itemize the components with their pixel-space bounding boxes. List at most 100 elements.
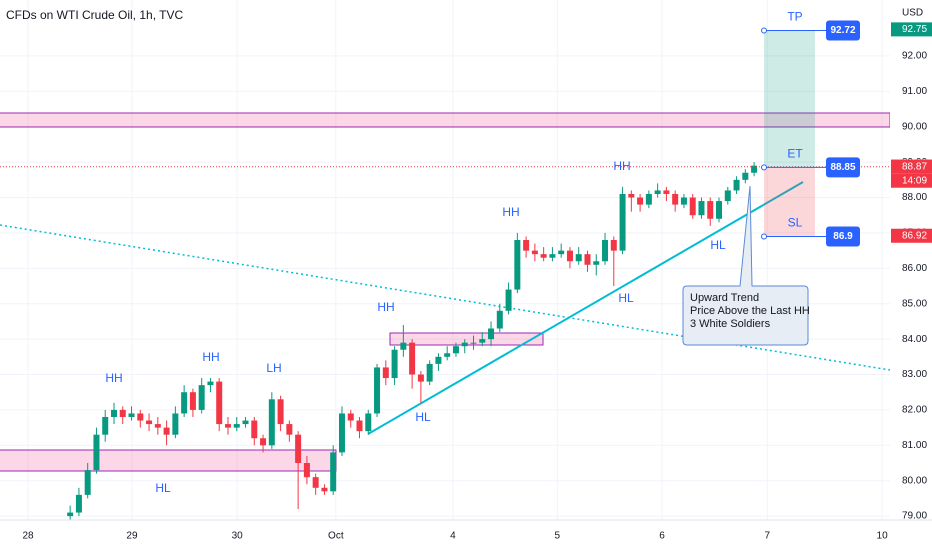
- y-tick-label: 92.00: [902, 51, 927, 62]
- candle-body: [295, 434, 302, 464]
- candle-body: [312, 477, 319, 488]
- candle-body: [163, 427, 170, 435]
- y-tick-label: 83.00: [902, 369, 927, 380]
- candle-body: [181, 392, 188, 414]
- y-tick-label: 79.00: [902, 511, 927, 522]
- candle-body: [93, 434, 100, 471]
- position-handle: [761, 233, 767, 240]
- x-tick-label: 6: [659, 531, 665, 542]
- candle-body: [523, 240, 530, 251]
- candle-body: [207, 381, 214, 386]
- annotation: HH: [377, 300, 394, 314]
- note-line: 3 White Soldiers: [690, 318, 771, 330]
- position-handle: [761, 27, 767, 34]
- position-value-box: [826, 226, 860, 247]
- candle-body: [733, 179, 740, 191]
- countdown-tag: [891, 173, 932, 188]
- candle-body: [742, 172, 749, 180]
- price-tag: [891, 228, 932, 243]
- annotation: HH: [502, 205, 519, 219]
- candle-body: [268, 399, 275, 446]
- candle-body: [251, 420, 258, 439]
- y-tick-label: 81.00: [902, 440, 927, 451]
- price-tag: [891, 159, 932, 174]
- candle-body: [698, 201, 705, 216]
- y-tick-label: 84.00: [902, 334, 927, 345]
- x-tick-label: 5: [554, 531, 560, 542]
- annotation: HH: [105, 371, 122, 385]
- candle-body: [716, 201, 723, 219]
- dotted-trend-line: [0, 224, 891, 371]
- profit-zone: [764, 30, 815, 168]
- candle-body: [189, 392, 196, 410]
- annotation: LH: [266, 361, 281, 375]
- candle-body: [558, 250, 565, 255]
- candle-body: [146, 420, 153, 425]
- candle-body: [628, 193, 635, 198]
- x-tick-label: 7: [764, 531, 770, 542]
- price-tag: [891, 22, 932, 37]
- candle-body: [330, 452, 337, 492]
- x-tick-label: 30: [232, 531, 244, 542]
- candle-body: [84, 470, 91, 495]
- candle-body: [496, 310, 503, 329]
- candle-body: [303, 463, 310, 478]
- price-tag-label: 86.92: [902, 230, 927, 241]
- overlay: TP 92.72 ET 88.85 SL 86.9 HH HL HH LH HH HL HH HL HH HL…: [0, 10, 890, 495]
- candle-body: [610, 240, 617, 251]
- candle-body: [514, 240, 521, 290]
- currency-label: USD: [902, 8, 923, 19]
- position-label: ET: [787, 147, 803, 161]
- candle-body: [119, 409, 126, 417]
- y-tick-label: 80.00: [902, 475, 927, 486]
- candle-body: [374, 367, 381, 414]
- chart-title: CFDs on WTI Crude Oil, 1h, TVC: [6, 8, 183, 22]
- annotation: HL: [618, 291, 634, 305]
- grid: [0, 0, 890, 520]
- x-tick-label: Oct: [328, 531, 344, 542]
- candle-body: [689, 197, 696, 216]
- candle-body: [216, 381, 223, 425]
- candle-body: [277, 399, 284, 425]
- y-tick-label: 90.00: [902, 121, 927, 132]
- candle-body: [751, 165, 758, 173]
- zone: [0, 112, 891, 128]
- x-tick-label: 10: [877, 531, 889, 542]
- position-label: SL: [788, 216, 803, 230]
- candle-body: [198, 385, 205, 410]
- candle-body: [382, 367, 389, 379]
- candle-body: [338, 413, 345, 453]
- candle-body: [356, 420, 363, 432]
- annotation: HH: [202, 350, 219, 364]
- candle-body: [654, 190, 661, 194]
- candle-body: [593, 261, 600, 265]
- candle-body: [391, 349, 398, 379]
- note-line: Upward Trend: [690, 292, 759, 304]
- x-tick-label: 4: [450, 531, 456, 542]
- x-tick-label: 29: [126, 531, 138, 542]
- candle-body: [566, 250, 573, 262]
- y-tick-label: 85.00: [902, 298, 927, 309]
- annotation: HL: [415, 410, 431, 424]
- position-label: TP: [787, 10, 802, 24]
- candle-body: [479, 339, 486, 343]
- y-tick-label: 86.00: [902, 263, 927, 274]
- candle-body: [128, 413, 135, 417]
- candle-body: [707, 201, 714, 219]
- position-value: 86.9: [833, 231, 853, 242]
- candle-body: [154, 424, 161, 428]
- candle-body: [409, 342, 416, 375]
- candle-body: [321, 487, 328, 492]
- price-axis: [890, 0, 932, 550]
- candle-body: [242, 420, 249, 425]
- candle-body: [444, 353, 451, 357]
- candle-body: [172, 413, 179, 435]
- candle-body: [672, 193, 679, 205]
- y-tick-label: 88.00: [902, 192, 927, 203]
- candle-body: [67, 512, 74, 517]
- note-line: Price Above the Last HH: [690, 305, 810, 317]
- candle-body: [461, 342, 468, 347]
- y-tick-label: 82.00: [902, 405, 927, 416]
- candle-body: [584, 254, 591, 265]
- candle-body: [452, 346, 459, 354]
